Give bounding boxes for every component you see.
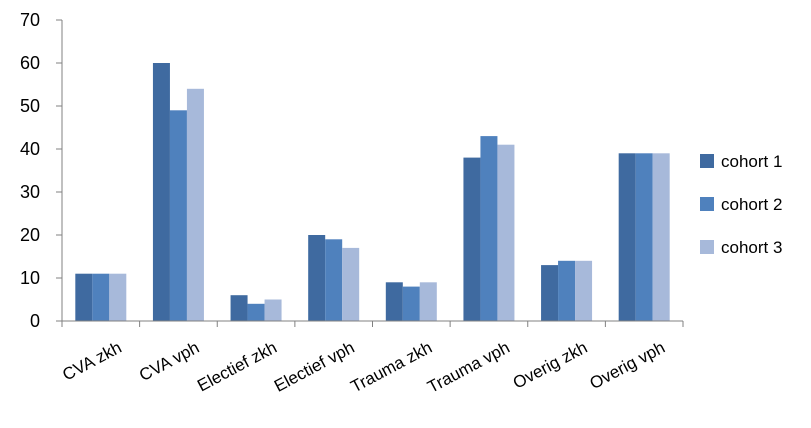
bar [342,247,360,321]
x-category-label: Trauma vph [424,338,512,397]
bar [109,273,127,321]
bar [618,153,636,321]
legend-swatch [700,240,714,254]
bars [75,63,670,321]
bar [497,144,515,321]
y-tick-label: 30 [20,182,40,202]
y-tick-label: 70 [20,10,40,30]
bar [92,273,110,321]
y-tick-label: 0 [30,311,40,331]
bar [264,299,282,321]
x-category-label: Electief zkh [194,338,280,396]
legend-label: cohort 1 [721,152,782,171]
y-tick-label: 10 [20,268,40,288]
bar [652,153,670,321]
bar [558,260,576,321]
y-tick-label: 20 [20,225,40,245]
x-category-label: Overig vph [587,338,669,393]
bar [308,235,326,321]
bar [247,303,265,321]
bar [152,63,170,321]
x-category-label: CVA zkh [59,338,124,385]
bar [541,265,559,321]
bar [325,239,343,321]
legend-swatch [700,154,714,168]
bar [402,286,420,321]
bar [75,273,93,321]
bar [186,88,204,321]
legend: cohort 1 cohort 2 cohort 3 [700,152,782,257]
x-category-label: Electief vph [271,338,358,396]
bar [463,157,481,321]
x-category-label: Overig zkh [510,338,591,393]
y-tick-label: 40 [20,139,40,159]
axes [61,20,684,327]
bar [419,282,437,321]
bar [480,136,498,321]
y-axis-ticks: 0 10 20 30 40 50 60 70 [20,10,62,331]
bar [575,260,593,321]
bar [230,295,248,321]
x-category-label: Trauma zkh [348,338,436,397]
legend-label: cohort 3 [721,238,782,257]
bar [169,110,187,321]
legend-label: cohort 2 [721,195,782,214]
bar [635,153,653,321]
bar [385,282,403,321]
y-tick-label: 50 [20,96,40,116]
x-category-label: CVA vph [136,338,202,385]
legend-swatch [700,197,714,211]
y-tick-label: 60 [20,53,40,73]
